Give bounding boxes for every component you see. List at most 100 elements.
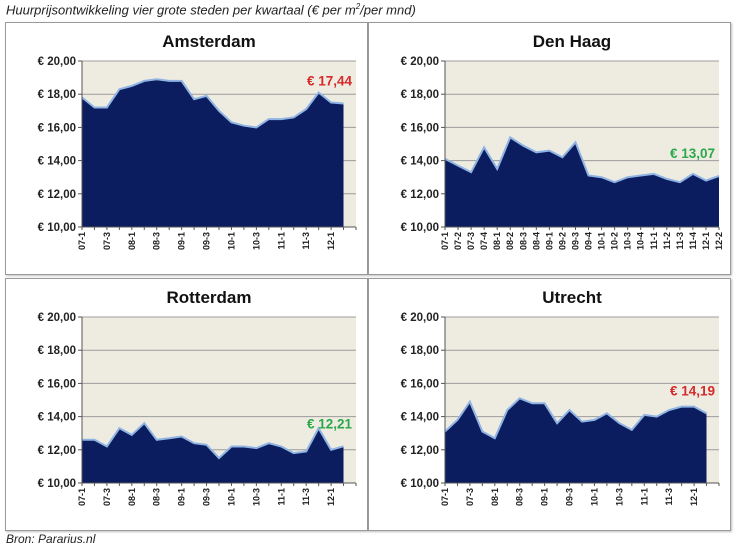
x-tick-label: 10-1: [597, 232, 607, 250]
x-tick-label: 09-4: [584, 232, 594, 250]
y-tick-label: € 12,00: [38, 189, 76, 201]
x-tick-label: 11-3: [301, 232, 311, 250]
x-tick-label: 11-2: [662, 232, 672, 250]
chart-svg: Den Haag € 10,00 € 12,00 € 14,00 € 16,00 € 18…: [401, 32, 724, 250]
source-note: Bron: Pararius.nl: [6, 532, 96, 546]
x-tick-label: 07-4: [479, 232, 489, 250]
x-tick-label: 09-2: [557, 232, 567, 250]
y-tick-label: € 14,00: [401, 156, 439, 168]
x-tick-label: 09-1: [177, 232, 187, 250]
x-tick-label: 08-3: [515, 488, 525, 506]
x-tick-label: 09-1: [540, 488, 550, 506]
x-tick-label: 10-2: [610, 232, 620, 250]
x-tick-label: 12-1: [326, 488, 336, 506]
series-line: [444, 135, 720, 184]
last-value-annotation: € 17,44: [307, 73, 353, 88]
x-tick-label: 10-3: [251, 488, 261, 506]
x-tick-label: 08-2: [505, 232, 515, 250]
x-tick-label: 09-3: [202, 232, 212, 250]
y-tick-label: € 20,00: [38, 56, 76, 68]
chart-panel-amsterdam: Amsterdam € 10,00 € 12,00 € 14,00 € 16,00 € 1…: [5, 22, 368, 275]
x-tick-label: 12-1: [326, 232, 336, 250]
x-tick-label: 08-3: [518, 232, 528, 250]
chart-title: Amsterdam: [162, 32, 256, 51]
x-tick-label: 11-1: [639, 488, 649, 506]
x-tick-label: 09-1: [544, 232, 554, 250]
chart-title: Utrecht: [542, 288, 602, 307]
chart-svg: Utrecht € 10,00 € 12,00 € 14,00 € 16,00 € 18,…: [401, 288, 720, 506]
y-tick-label: € 10,00: [401, 222, 439, 234]
data-area: [445, 137, 719, 227]
x-tick-label: 10-1: [226, 232, 236, 250]
x-tick-label: 12-1: [701, 232, 711, 250]
x-tick-label: 07-1: [77, 488, 87, 506]
y-tick-label: € 18,00: [401, 89, 439, 101]
x-tick-label: 08-1: [492, 232, 502, 250]
x-tick-label: 12-2: [714, 232, 724, 250]
chart-panel-rotterdam: Rotterdam € 10,00 € 12,00 € 14,00 € 16,00 € 1…: [5, 278, 368, 531]
x-tick-label: 10-3: [623, 232, 633, 250]
chart-panel-den-haag: Den Haag € 10,00 € 12,00 € 14,00 € 16,00 € 18…: [368, 22, 731, 275]
y-tick-label: € 20,00: [38, 312, 76, 324]
x-tick-label: 07-1: [77, 232, 87, 250]
series-line: [81, 78, 344, 129]
y-tick-label: € 10,00: [401, 478, 439, 490]
y-tick-label: € 16,00: [38, 122, 76, 134]
x-tick-label: 07-1: [440, 488, 450, 506]
x-tick-label: 10-1: [589, 488, 599, 506]
x-tick-label: 08-4: [531, 232, 541, 250]
x-tick-label: 07-2: [453, 232, 463, 250]
y-tick-label: € 20,00: [401, 312, 439, 324]
y-tick-label: € 14,00: [401, 412, 439, 424]
last-value-annotation: € 14,19: [670, 383, 715, 398]
x-tick-label: 10-3: [614, 488, 624, 506]
chart-title: Den Haag: [533, 32, 611, 51]
data-area: [82, 79, 344, 227]
x-tick-label: 11-3: [664, 488, 674, 506]
y-tick-label: € 18,00: [38, 89, 76, 101]
x-tick-label: 07-1: [440, 232, 450, 250]
data-area: [82, 423, 344, 483]
x-tick-label: 11-3: [301, 488, 311, 506]
x-tick-label: 07-3: [102, 488, 112, 506]
x-tick-label: 11-1: [276, 488, 286, 506]
y-tick-label: € 14,00: [38, 412, 76, 424]
x-tick-label: 11-4: [688, 232, 698, 250]
x-tick-label: 10-4: [636, 232, 646, 250]
x-tick-label: 07-3: [465, 488, 475, 506]
page-title: Huurprijsontwikkeling vier grote steden …: [6, 2, 416, 18]
x-tick-label: 08-1: [127, 232, 137, 250]
y-tick-label: € 16,00: [38, 378, 76, 390]
x-tick-label: 11-3: [675, 232, 685, 250]
chart-svg: Rotterdam € 10,00 € 12,00 € 14,00 € 16,00 € 1…: [38, 288, 357, 506]
x-tick-label: 09-3: [202, 488, 212, 506]
y-tick-label: € 12,00: [401, 189, 439, 201]
y-tick-label: € 14,00: [38, 156, 76, 168]
y-tick-label: € 18,00: [38, 345, 76, 357]
x-tick-label: 07-3: [102, 232, 112, 250]
y-tick-label: € 16,00: [401, 122, 439, 134]
x-tick-label: 08-3: [152, 232, 162, 250]
y-tick-label: € 10,00: [38, 222, 76, 234]
last-value-annotation: € 12,21: [307, 416, 353, 431]
x-tick-label: 10-1: [226, 488, 236, 506]
y-tick-label: € 12,00: [38, 445, 76, 457]
x-tick-label: 08-3: [152, 488, 162, 506]
chart-title: Rotterdam: [166, 288, 251, 307]
x-tick-label: 07-3: [466, 232, 476, 250]
x-tick-label: 11-1: [649, 232, 659, 250]
y-tick-label: € 18,00: [401, 345, 439, 357]
x-tick-label: 09-1: [177, 488, 187, 506]
x-tick-label: 09-3: [570, 232, 580, 250]
y-tick-label: € 16,00: [401, 378, 439, 390]
series-line: [444, 397, 707, 440]
series-line: [82, 421, 344, 460]
y-tick-label: € 20,00: [401, 56, 439, 68]
chart-panel-utrecht: Utrecht € 10,00 € 12,00 € 14,00 € 16,00 € 18,…: [368, 278, 731, 531]
chart-svg: Amsterdam € 10,00 € 12,00 € 14,00 € 16,00 € 1…: [38, 32, 357, 250]
x-tick-label: 08-1: [490, 488, 500, 506]
x-tick-label: 10-3: [251, 232, 261, 250]
x-tick-label: 09-3: [565, 488, 575, 506]
x-tick-label: 08-1: [127, 488, 137, 506]
x-tick-label: 12-1: [689, 488, 699, 506]
